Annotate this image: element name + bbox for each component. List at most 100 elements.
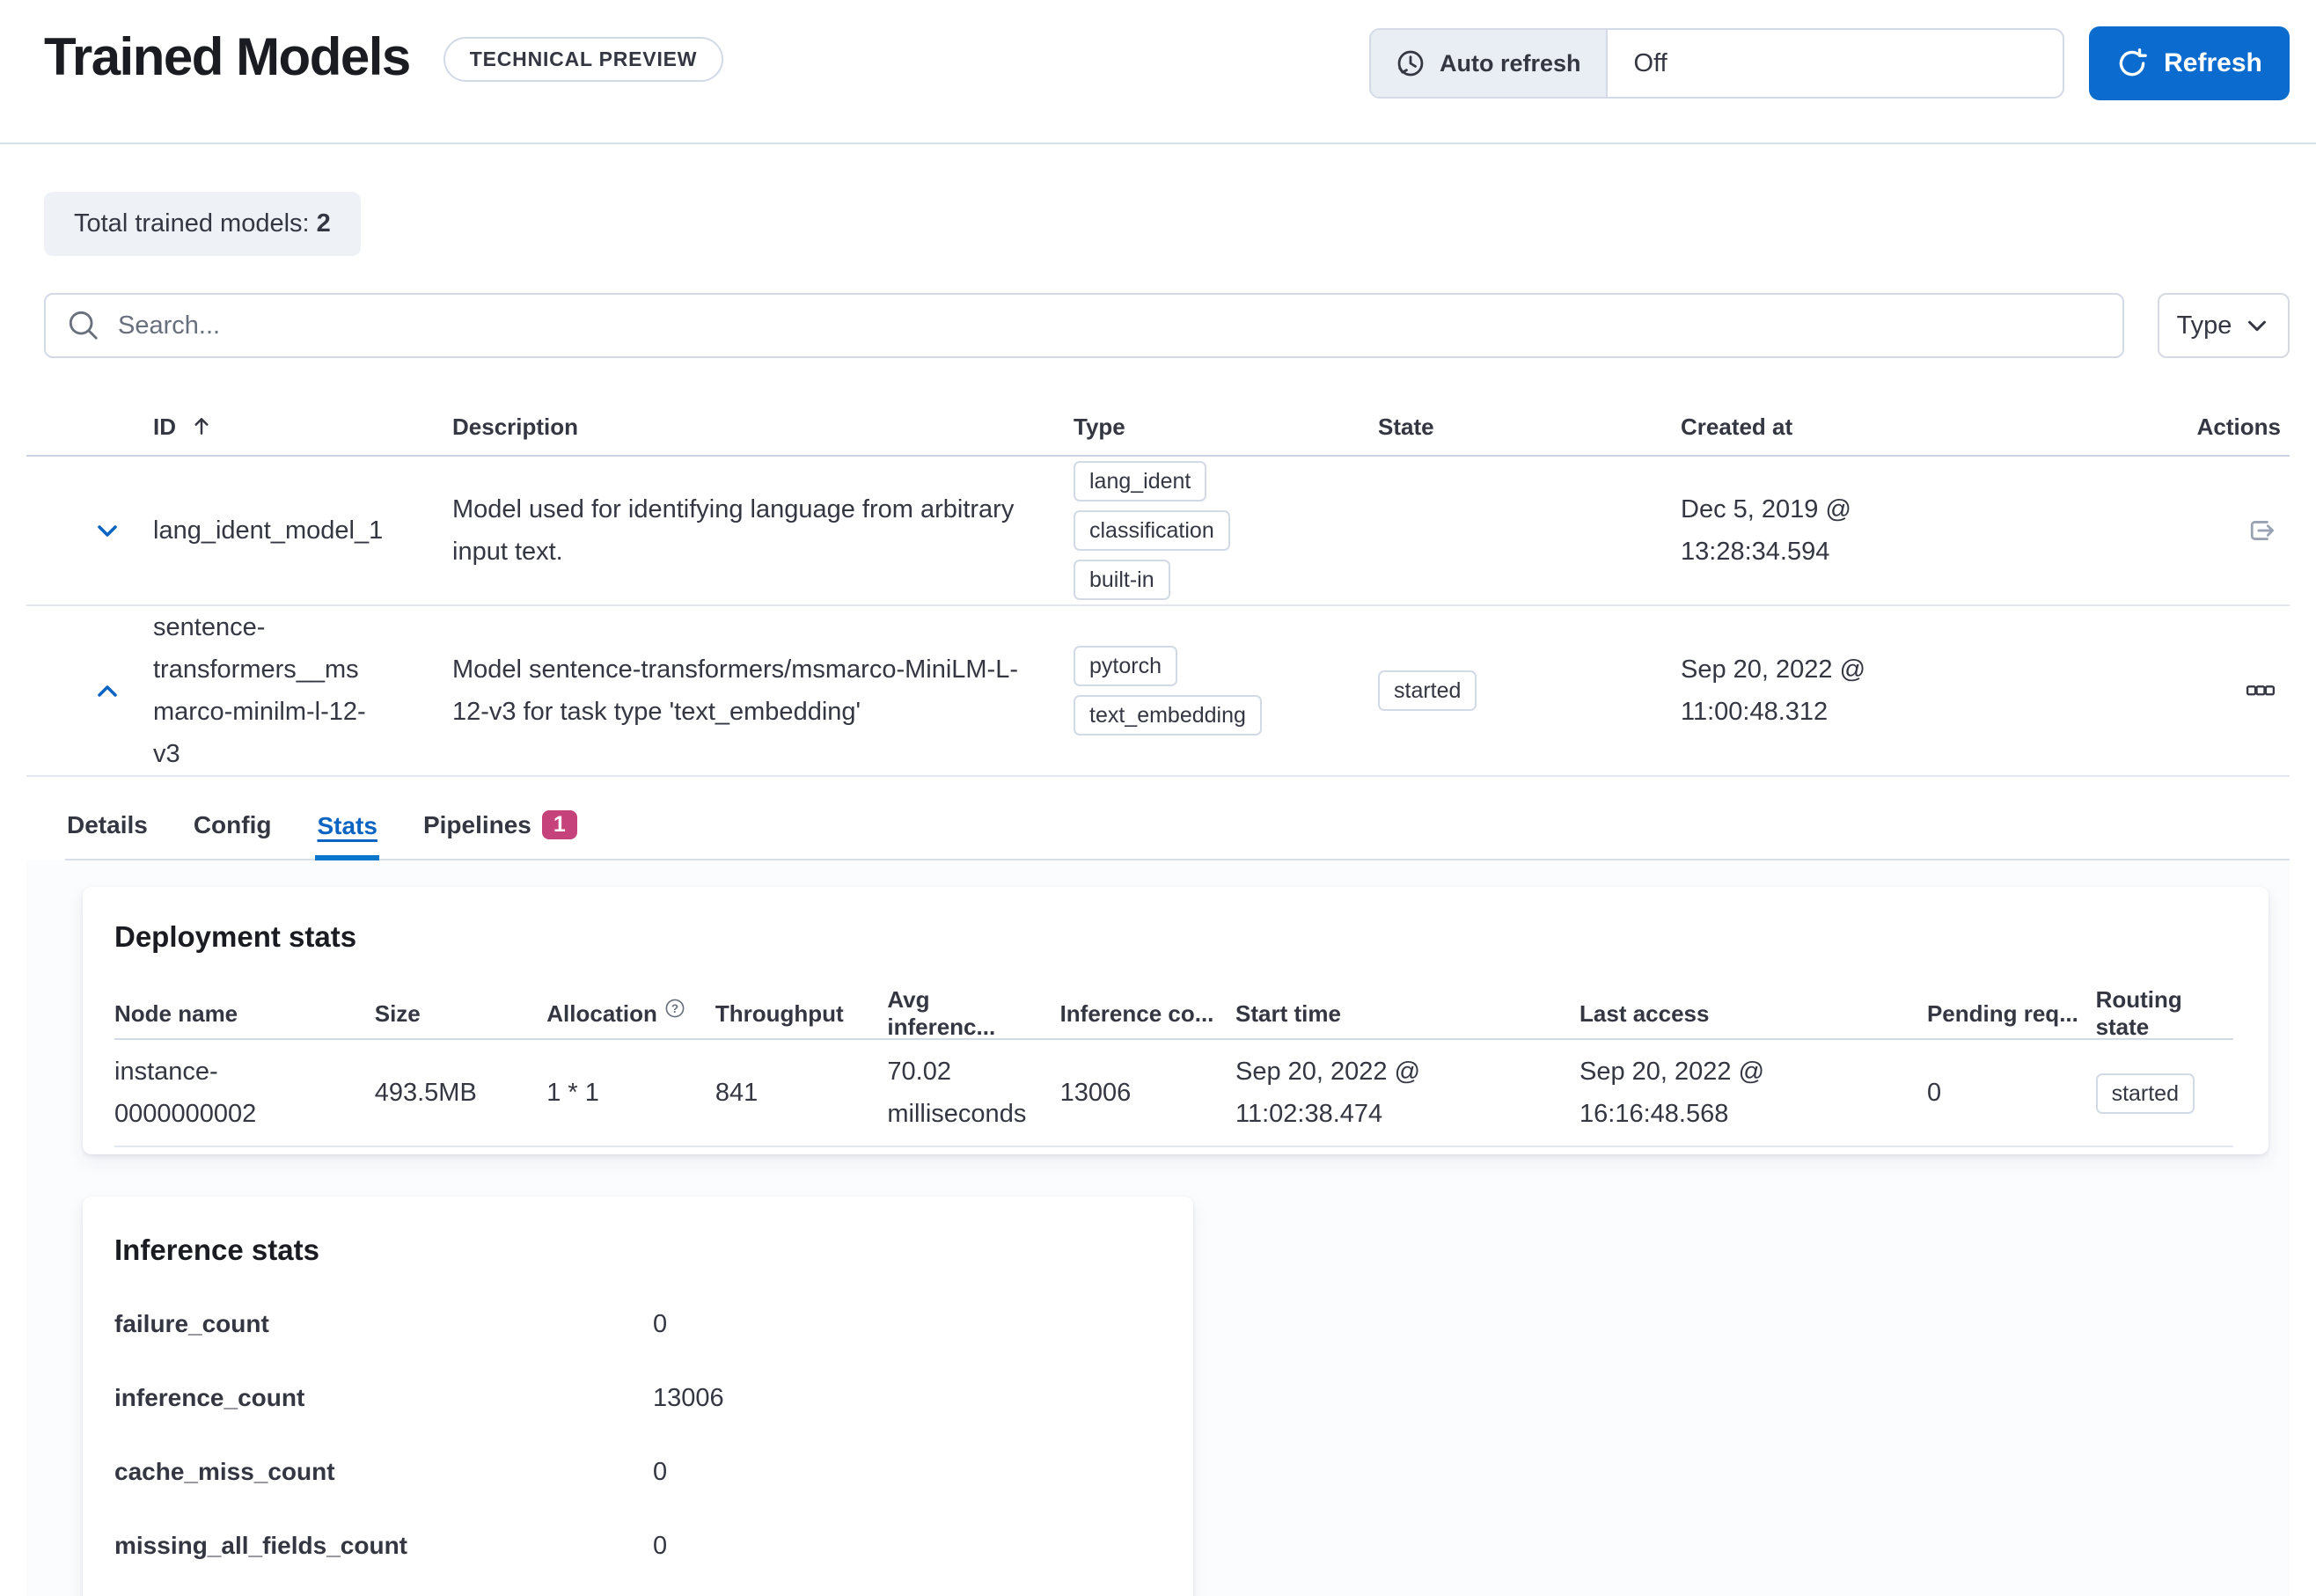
stat-row: failure_count 0 — [114, 1307, 1158, 1341]
model-created-at: Dec 5, 2019 @ 13:28:34.594 — [1681, 495, 1851, 566]
model-id: lang_ident_model_1 — [153, 516, 384, 545]
question-circle-icon[interactable]: ? — [664, 998, 685, 1019]
column-header-created-at: Created at — [1681, 413, 1793, 440]
search-icon — [67, 309, 100, 342]
model-type-badges: pytorch text_embedding — [1074, 646, 1378, 736]
node-name: instance-0000000002 — [114, 1058, 257, 1128]
stat-value: 0 — [653, 1458, 668, 1486]
type-badge: pytorch — [1074, 646, 1177, 686]
start-time-value: Sep 20, 2022 @ 11:02:38.474 — [1235, 1058, 1421, 1128]
type-badge: text_embedding — [1074, 695, 1262, 736]
stat-label: failure_count — [114, 1310, 269, 1337]
model-id: sentence-transformers__msmarco-minilm-l-… — [153, 613, 366, 768]
refresh-button[interactable]: Refresh — [2089, 26, 2290, 100]
type-badge: built-in — [1074, 560, 1170, 600]
avg-inference-value: 70.02 milliseconds — [887, 1058, 1027, 1128]
toolbar: Type — [44, 293, 2290, 358]
row-actions-menu-button[interactable] — [2240, 670, 2281, 711]
column-header-id[interactable]: ID — [153, 414, 452, 441]
throughput-value: 841 — [715, 1079, 759, 1107]
column-header-inference-count: Inference co... — [1059, 999, 1214, 1027]
header-controls: Auto refresh Off Refresh — [1369, 26, 2290, 100]
technical-preview-badge: TECHNICAL PREVIEW — [443, 37, 724, 82]
search-box — [44, 293, 2124, 358]
chevron-down-icon — [2244, 312, 2270, 339]
type-filter-button[interactable]: Type — [2158, 293, 2290, 358]
auto-refresh-control[interactable]: Auto refresh Off — [1369, 28, 2064, 99]
table-row: sentence-transformers__msmarco-minilm-l-… — [26, 606, 2290, 777]
tab-pipelines-label: Pipelines — [422, 810, 531, 838]
expanded-row-section: Deployment stats Node name Size Allocati… — [26, 860, 2290, 1596]
deployment-stats-table: Node name Size Allocation ? Throughput A… — [114, 986, 2233, 1147]
pending-requests-value: 0 — [1926, 1079, 1942, 1107]
state-badge: started — [1378, 670, 1477, 711]
column-header-start-time: Start time — [1235, 999, 1341, 1027]
expand-row-button[interactable] — [88, 511, 127, 550]
chevron-down-icon — [93, 516, 121, 545]
search-input[interactable] — [118, 311, 2101, 340]
model-created-at: Sep 20, 2022 @ 11:00:48.312 — [1681, 655, 1866, 726]
model-detail-tabs: Details Config Stats Pipelines 1 — [65, 805, 2290, 860]
chevron-up-icon — [93, 677, 121, 705]
boxes-horizontal-icon — [2246, 676, 2276, 706]
allocation-value: 1 * 1 — [546, 1079, 599, 1107]
refresh-icon — [2116, 48, 2148, 79]
collapse-row-button[interactable] — [88, 671, 127, 710]
deployment-stats-row: instance-0000000002 493.5MB 1 * 1 841 70… — [114, 1040, 2233, 1147]
column-header-avg-inference: Avg inferenc... — [887, 986, 996, 1040]
column-header-type: Type — [1074, 413, 1125, 440]
deployment-table-header: Node name Size Allocation ? Throughput A… — [114, 986, 2233, 1040]
model-type-badges: lang_ident classification built-in — [1074, 461, 1378, 600]
total-models-badge: Total trained models: 2 — [44, 192, 361, 256]
auto-refresh-label: Auto refresh — [1440, 49, 1581, 77]
column-header-routing-state: Routing state — [2095, 986, 2182, 1040]
tab-pipelines[interactable]: Pipelines 1 — [421, 805, 579, 859]
type-filter-label: Type — [2176, 311, 2232, 340]
last-access-value: Sep 20, 2022 @ 16:16:48.568 — [1579, 1058, 1765, 1128]
pipelines-count-badge: 1 — [541, 810, 577, 839]
model-description: Model sentence-transformers/msmarco-Mini… — [452, 655, 1018, 726]
trained-models-table: ID Description Type State Created at Act… — [26, 399, 2290, 1596]
stat-value: 0 — [653, 1532, 668, 1560]
type-badge: lang_ident — [1074, 461, 1207, 501]
model-state: started — [1378, 670, 1681, 711]
column-header-allocation: Allocation ? — [546, 998, 715, 1028]
tab-stats[interactable]: Stats — [315, 805, 379, 860]
stat-label: missing_all_fields_count — [114, 1532, 407, 1559]
column-header-node-name: Node name — [114, 999, 238, 1027]
routing-state-badge: started — [2095, 1073, 2195, 1114]
tab-details[interactable]: Details — [65, 805, 150, 859]
type-badge: classification — [1074, 510, 1230, 551]
total-models-label: Total trained models: — [74, 209, 310, 238]
column-header-description: Description — [452, 413, 579, 440]
table-row: lang_ident_model_1 Model used for identi… — [26, 457, 2290, 606]
column-header-last-access: Last access — [1579, 999, 1710, 1027]
column-header-actions: Actions — [2196, 413, 2281, 440]
stat-row: missing_all_fields_count 0 — [114, 1529, 1158, 1563]
stat-label: inference_count — [114, 1384, 305, 1411]
deploy-model-action-button[interactable] — [2240, 510, 2281, 551]
deploy-model-icon — [2246, 516, 2276, 545]
inference-stats-title: Inference stats — [114, 1234, 319, 1266]
deployment-stats-panel: Deployment stats Node name Size Allocati… — [83, 887, 2268, 1154]
column-header-size: Size — [374, 999, 421, 1027]
total-models-value: 2 — [316, 209, 331, 238]
refresh-button-label: Refresh — [2164, 48, 2262, 77]
tab-config[interactable]: Config — [192, 805, 274, 859]
svg-text:?: ? — [671, 1002, 678, 1015]
table-header-row: ID Description Type State Created at Act… — [26, 399, 2290, 457]
inference-count-value: 13006 — [1059, 1079, 1132, 1107]
auto-refresh-label-section: Auto refresh — [1371, 30, 1608, 97]
page-title: Trained Models — [44, 27, 411, 86]
model-size: 493.5MB — [374, 1079, 477, 1107]
auto-refresh-value[interactable]: Off — [1633, 48, 1667, 77]
column-header-state: State — [1378, 413, 1434, 440]
sort-arrow-up-icon — [189, 414, 214, 438]
inference-stats-panel: Inference stats failure_count 0 inferenc… — [83, 1197, 1193, 1596]
column-header-throughput: Throughput — [715, 999, 844, 1027]
model-description: Model used for identifying language from… — [452, 495, 1015, 566]
column-header-pending-requests: Pending req... — [1926, 999, 2078, 1027]
deployment-stats-title: Deployment stats — [114, 920, 357, 953]
page-header: Trained Models TECHNICAL PREVIEW Auto re… — [0, 0, 2316, 144]
